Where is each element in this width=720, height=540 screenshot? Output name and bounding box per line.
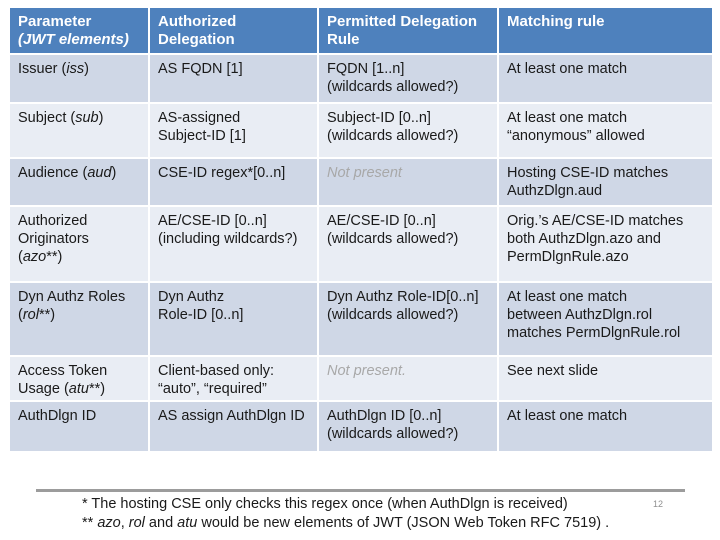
table-cell-dyn-authz-roles-permitted: Dyn Authz Role-ID[0..n] (wildcards allow… bbox=[319, 283, 497, 355]
table-cell-issuer-matching: At least one match bbox=[499, 55, 712, 102]
table-cell-audience-parameter: Audience (aud) bbox=[10, 159, 148, 205]
table-cell-dyn-authz-roles-parameter: Dyn Authz Roles (rol**) bbox=[10, 283, 148, 355]
table-cell-issuer-permitted: FQDN [1..n] (wildcards allowed?) bbox=[319, 55, 497, 102]
table-cell-dyn-authz-roles-matching: At least one match between AuthzDlgn.rol… bbox=[499, 283, 712, 355]
delegation-parameters-table: Parameter (JWT elements) Authorized Dele… bbox=[10, 8, 712, 451]
table-cell-audience-authorized: CSE-ID regex*[0..n] bbox=[150, 159, 317, 205]
table-cell-authorized-originators-authorized: AE/CSE-ID [0..n] (including wildcards?) bbox=[150, 207, 317, 281]
footnotes: * The hosting CSE only checks this regex… bbox=[82, 495, 662, 533]
footnote-regex: * The hosting CSE only checks this regex… bbox=[82, 496, 568, 512]
table-cell-authdlgn-id-authorized: AS assign AuthDlgn ID bbox=[150, 402, 317, 451]
table-cell-authdlgn-id-permitted: AuthDlgn ID [0..n] (wildcards allowed?) bbox=[319, 402, 497, 451]
table-cell-subject-matching: At least one match “anonymous” allowed bbox=[499, 104, 712, 157]
table-cell-subject-authorized: AS-assigned Subject-ID [1] bbox=[150, 104, 317, 157]
table-cell-access-token-usage-matching: See next slide bbox=[499, 357, 712, 400]
table-cell-access-token-usage-parameter: Access Token Usage (atu**) bbox=[10, 357, 148, 400]
column-header-authorized-delegation: Authorized Delegation bbox=[150, 8, 317, 53]
column-header-permitted-delegation-rule: Permitted Delegation Rule bbox=[319, 8, 497, 53]
table-cell-authorized-originators-matching: Orig.’s AE/CSE-ID matches both AuthzDlgn… bbox=[499, 207, 712, 281]
column-header-parameter: Parameter (JWT elements) bbox=[10, 8, 148, 53]
table-cell-authorized-originators-parameter: Authorized Originators (azo**) bbox=[10, 207, 148, 281]
table-cell-authorized-originators-permitted: AE/CSE-ID [0..n] (wildcards allowed?) bbox=[319, 207, 497, 281]
table-cell-issuer-parameter: Issuer (iss) bbox=[10, 55, 148, 102]
table-cell-subject-parameter: Subject (sub) bbox=[10, 104, 148, 157]
table-cell-dyn-authz-roles-authorized: Dyn Authz Role-ID [0..n] bbox=[150, 283, 317, 355]
column-header-matching-rule: Matching rule bbox=[499, 8, 712, 53]
table-cell-authdlgn-id-matching: At least one match bbox=[499, 402, 712, 451]
table-cell-issuer-authorized: AS FQDN [1] bbox=[150, 55, 317, 102]
footnote-new-elements: ** azo, rol and atu would be new element… bbox=[82, 515, 610, 531]
table-cell-access-token-usage-permitted: Not present. bbox=[319, 357, 497, 400]
table-cell-authdlgn-id-parameter: AuthDlgn ID bbox=[10, 402, 148, 451]
table-cell-audience-permitted: Not present bbox=[319, 159, 497, 205]
table-cell-audience-matching: Hosting CSE-ID matches AuthzDlgn.aud bbox=[499, 159, 712, 205]
table-cell-subject-permitted: Subject-ID [0..n] (wildcards allowed?) bbox=[319, 104, 497, 157]
table-cell-access-token-usage-authorized: Client-based only: “auto”, “required” bbox=[150, 357, 317, 400]
page-number: 12 bbox=[653, 499, 664, 509]
footer-divider-line bbox=[36, 489, 685, 492]
